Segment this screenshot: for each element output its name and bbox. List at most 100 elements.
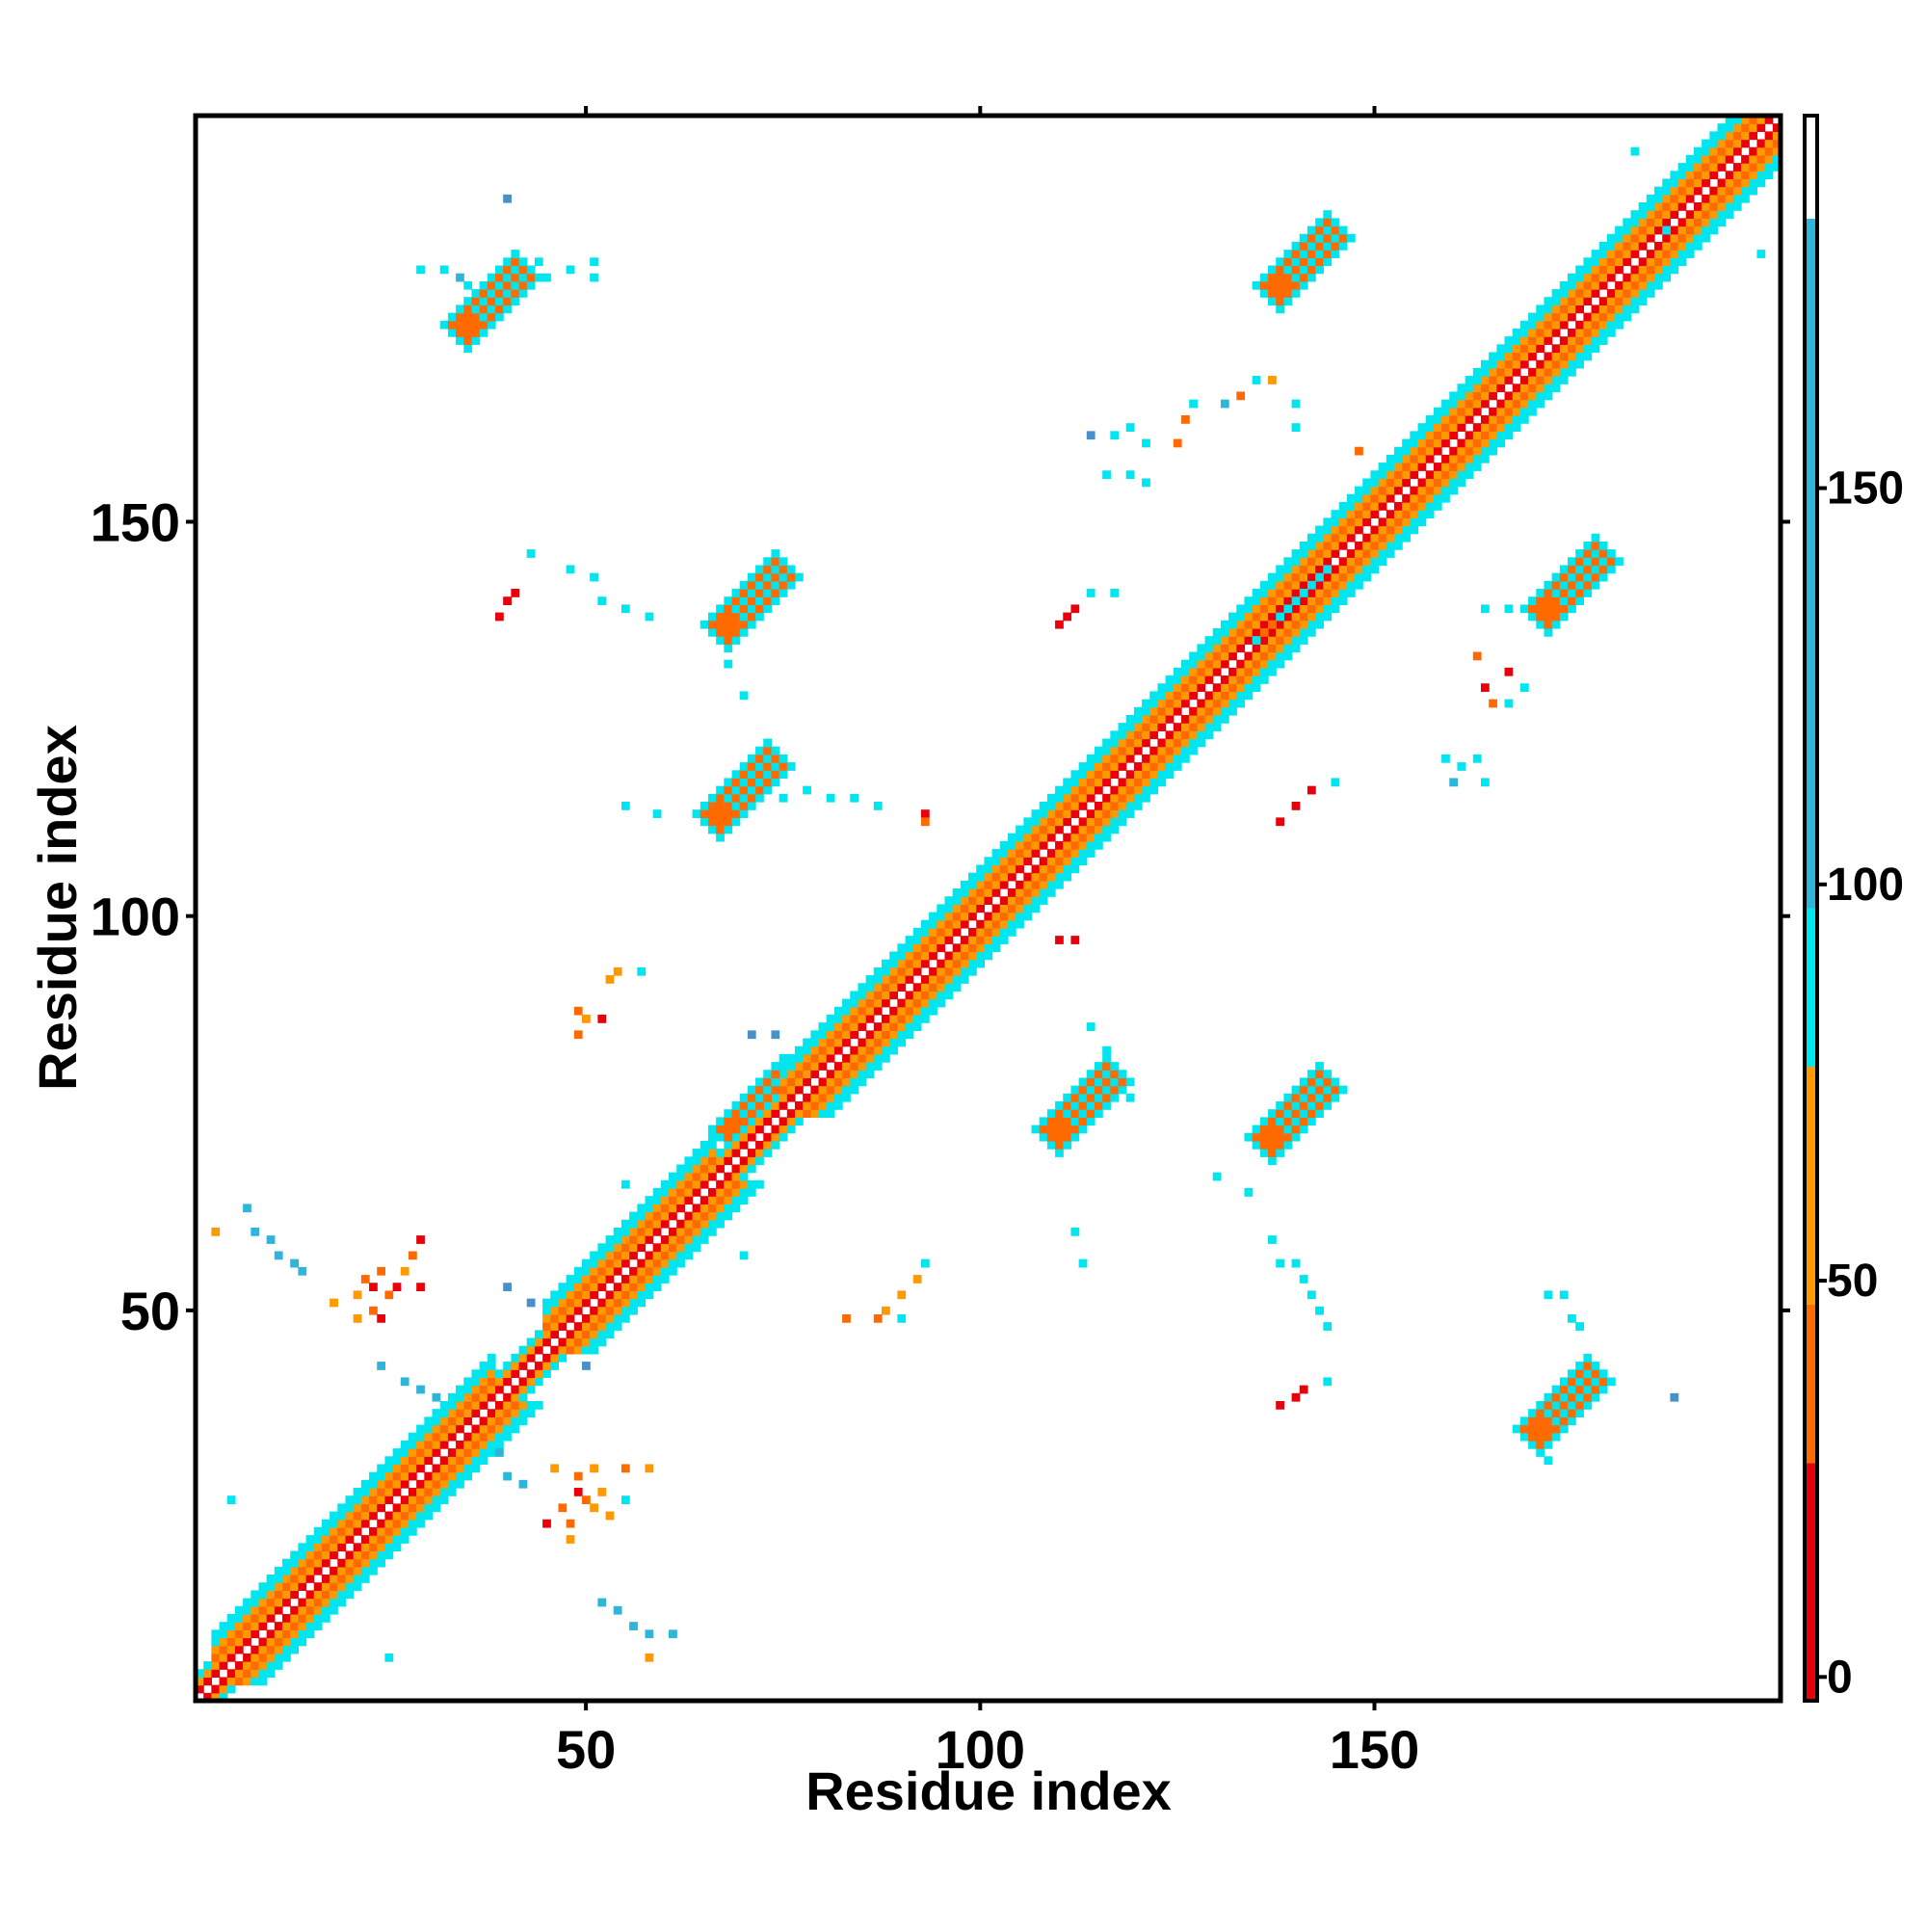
diagonal-cell <box>1023 880 1033 889</box>
diagonal-cell <box>487 1440 496 1449</box>
diagonal-cell <box>377 1526 386 1536</box>
diagonal-cell <box>605 1313 615 1323</box>
diagonal-cell <box>620 1219 630 1229</box>
diagonal-cell <box>1165 714 1175 724</box>
diagonal-cell <box>1417 431 1427 440</box>
diagonal-cell <box>1441 454 1450 463</box>
diagonal-cell <box>1417 438 1427 448</box>
diagonal-cell <box>1228 683 1237 693</box>
diagonal-cell <box>1031 825 1041 834</box>
contact-patch-cell <box>1544 596 1553 606</box>
diagonal-cell <box>1749 154 1758 164</box>
diagonal-cell <box>1685 241 1695 251</box>
diagonal-cell <box>1189 691 1198 701</box>
diagonal-cell <box>818 1045 828 1055</box>
contact-patch-cell <box>1276 297 1284 306</box>
diagonal-cell <box>999 936 1009 944</box>
diagonal-cell <box>1749 116 1758 124</box>
diagonal-cell <box>590 1266 598 1276</box>
diagonal-cell <box>976 864 985 874</box>
scatter-cell <box>1189 399 1198 409</box>
diagonal-cell <box>779 1085 788 1095</box>
scatter-cell <box>739 691 749 701</box>
diagonal-cell <box>1110 746 1120 755</box>
diagonal-cell <box>810 1030 820 1040</box>
diagonal-cell <box>731 1164 741 1174</box>
diagonal-cell <box>724 1149 733 1157</box>
diagonal-cell <box>1472 399 1482 409</box>
scatter-cell <box>1070 604 1080 614</box>
diagonal-cell <box>842 1038 851 1047</box>
diagonal-cell <box>377 1464 386 1473</box>
diagonal-cell <box>251 1653 260 1662</box>
diagonal-cell <box>1489 367 1497 377</box>
diagonal-cell <box>558 1337 568 1347</box>
diagonal-cell <box>684 1188 694 1197</box>
diagonal-cell <box>1362 502 1372 511</box>
diagonal-cell <box>1355 493 1363 503</box>
diagonal-cell <box>1559 289 1569 298</box>
diagonal-cell <box>1402 533 1411 543</box>
diagonal-cell <box>1386 517 1395 527</box>
diagonal-cell <box>377 1535 386 1544</box>
scatter-cell <box>590 1503 598 1513</box>
diagonal-cell <box>669 1251 677 1260</box>
diagonal-cell <box>912 991 922 1000</box>
scatter-cell <box>897 1313 907 1323</box>
diagonal-cell <box>1591 280 1600 290</box>
diagonal-cell <box>1528 344 1537 354</box>
diagonal-cell <box>1276 620 1284 629</box>
diagonal-cell <box>912 927 922 937</box>
diagonal-cell <box>518 1353 528 1363</box>
diagonal-cell <box>991 857 1001 866</box>
contact-patch-cell <box>1268 1140 1277 1150</box>
contact-patch-cell <box>763 1085 773 1095</box>
diagonal-cell <box>330 1550 338 1560</box>
diagonal-cell <box>243 1677 251 1686</box>
diagonal-cell <box>1244 636 1254 645</box>
scatter-cell <box>1086 589 1095 597</box>
diagonal-cell <box>794 1109 804 1118</box>
contact-patch-cell <box>1046 1125 1056 1134</box>
diagonal-cell <box>266 1590 276 1600</box>
diagonal-cell <box>251 1613 260 1623</box>
diagonal-cell <box>456 1479 464 1489</box>
contact-patch-cell <box>1307 241 1316 251</box>
diagonal-cell <box>1449 399 1459 409</box>
diagonal-cell <box>1370 478 1380 488</box>
diagonal-cell <box>439 1416 449 1426</box>
diagonal-cell <box>1693 178 1703 188</box>
diagonal-cell <box>1606 273 1616 282</box>
contact-patch-cell <box>511 250 520 258</box>
diagonal-cell <box>1402 478 1411 488</box>
diagonal-cell <box>1039 896 1048 905</box>
contact-patch-cell <box>1575 1385 1584 1394</box>
diagonal-cell <box>1331 541 1340 550</box>
diagonal-cell <box>1410 463 1419 471</box>
diagonal-cell <box>1046 864 1056 874</box>
diagonal-cell <box>353 1488 362 1496</box>
scatter-cell <box>360 1275 370 1284</box>
diagonal-cell <box>1575 265 1584 275</box>
scatter-cell <box>1756 250 1766 258</box>
diagonal-cell <box>1481 423 1490 432</box>
diagonal-cell <box>1677 163 1687 172</box>
contact-patch-cell <box>1307 273 1316 282</box>
diagonal-cell <box>1630 273 1640 282</box>
diagonal-cell <box>1481 384 1490 393</box>
diagonal-cell <box>747 1179 756 1189</box>
diagonal-cell <box>905 1022 914 1031</box>
contact-patch-cell <box>1551 1424 1561 1434</box>
diagonal-cell <box>605 1266 615 1276</box>
diagonal-cell <box>669 1188 677 1197</box>
diagonal-cell <box>1410 431 1419 440</box>
diagonal-cell <box>439 1440 449 1449</box>
diagonal-cell <box>1378 463 1387 471</box>
diagonal-cell <box>1568 304 1576 314</box>
diagonal-cell <box>590 1283 598 1292</box>
diagonal-cell <box>1063 840 1072 850</box>
diagonal-cell <box>353 1575 362 1583</box>
diagonal-cell <box>1717 194 1727 203</box>
diagonal-cell <box>1063 857 1072 866</box>
diagonal-cell <box>1307 557 1316 567</box>
